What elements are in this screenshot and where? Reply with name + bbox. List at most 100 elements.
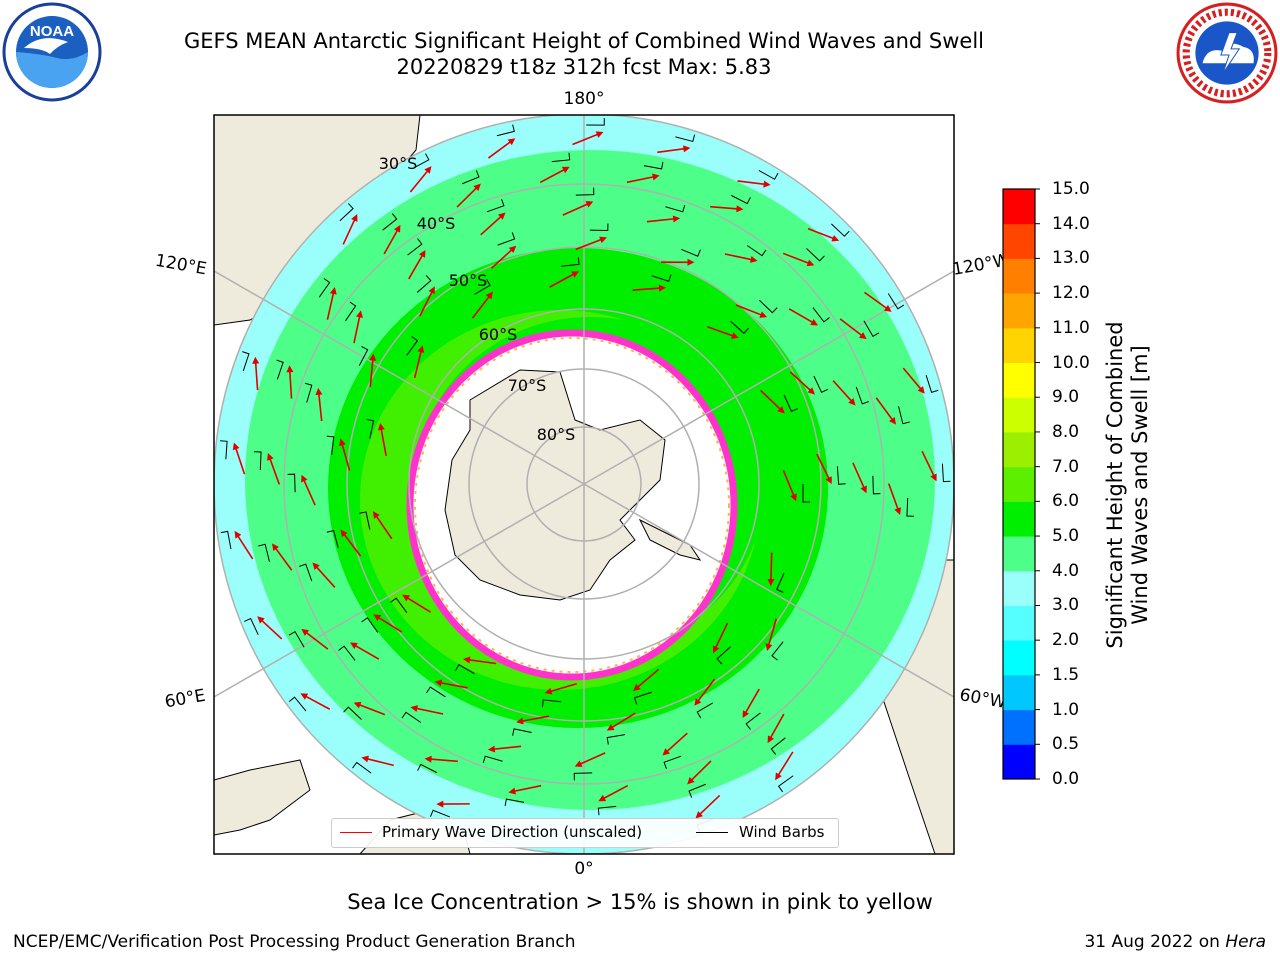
wave-direction-arrow — [304, 630, 329, 650]
colorbar-segment — [1003, 709, 1035, 745]
wind-barb — [663, 755, 682, 770]
wave-arrow-head — [508, 787, 516, 795]
wave-arrow-head — [759, 311, 768, 318]
wave-direction-arrow — [273, 546, 293, 571]
wave-direction-arrow — [487, 139, 513, 159]
wave-arrow-head — [462, 656, 471, 664]
wave-direction-arrow — [236, 533, 254, 560]
wave-direction-arrow — [254, 360, 259, 391]
wind-barb — [298, 563, 313, 582]
lat-label-30: 30°S — [379, 154, 418, 173]
wave-direction-arrow — [632, 287, 663, 291]
wave-arrow-head — [369, 353, 377, 361]
footer-date: 31 Aug 2022 on Hera — [1084, 932, 1266, 952]
wind-barb — [855, 386, 870, 405]
wave-direction-arrow — [466, 658, 497, 665]
wind-barb — [813, 375, 829, 393]
wave-arrow-head — [424, 166, 432, 174]
wave-arrow-head — [858, 332, 867, 340]
wave-arrow-head — [687, 776, 695, 785]
wave-arrow-head — [252, 356, 260, 364]
wind-barb — [898, 406, 910, 425]
wind-barb — [806, 248, 825, 262]
wave-direction-arrow — [646, 217, 677, 223]
wave-arrow-head — [257, 616, 265, 624]
wind-barb — [417, 763, 438, 774]
legend-wave-direction: Primary Wave Direction (unscaled) — [382, 823, 643, 841]
wave-arrow-head — [361, 755, 369, 763]
wind-barb — [573, 772, 593, 781]
wave-arrow-head — [402, 594, 411, 602]
wave-direction-arrow — [788, 308, 815, 325]
wind-barb — [770, 737, 786, 755]
wind-barb — [454, 663, 475, 675]
wave-arrow-head — [339, 438, 346, 447]
colorbar-tick-label: 6.0 — [1052, 491, 1080, 512]
colorbar-tick-label: 15.0 — [1052, 179, 1090, 199]
wave-direction-arrow — [735, 304, 764, 317]
wave-arrow-head — [825, 476, 832, 485]
wave-arrow-head — [712, 645, 720, 654]
wind-barb — [680, 248, 701, 257]
wind-barb — [504, 798, 525, 807]
wave-arrow-head — [694, 698, 702, 706]
wave-direction-arrow — [921, 450, 936, 479]
wave-arrow-head — [672, 215, 681, 223]
nws-logo — [1176, 2, 1278, 104]
wave-direction-arrow — [383, 227, 400, 255]
wave-arrow-head — [930, 473, 937, 482]
wave-direction-arrow — [428, 758, 458, 763]
wave-arrow-head — [731, 332, 739, 339]
colorbar-tick-label: 14.0 — [1052, 213, 1090, 234]
wave-direction-arrow — [539, 167, 567, 184]
lon-label-60w: 60°W — [958, 685, 1008, 713]
wave-direction-arrow — [480, 214, 504, 236]
wind-barb — [338, 645, 356, 661]
wind-barb — [589, 223, 609, 231]
wave-direction-arrow — [456, 185, 479, 208]
wave-direction-arrow — [864, 291, 889, 311]
colorbar-tick-label: 11.0 — [1052, 317, 1090, 338]
legend-wind-barbs: Wind Barbs — [739, 823, 825, 841]
wind-barb — [276, 359, 284, 380]
colorbar-segment — [1003, 327, 1035, 364]
wind-barb-swatch — [696, 832, 728, 833]
wave-direction-arrow — [601, 784, 629, 801]
wave-arrow-head — [848, 398, 856, 406]
wave-arrow-head — [373, 614, 382, 622]
wave-direction-arrow — [714, 622, 729, 650]
wind-barb — [258, 543, 270, 562]
wave-arrow-head — [860, 485, 867, 494]
wind-barb — [496, 124, 515, 137]
wind-barb — [345, 301, 357, 322]
wave-direction-arrow — [314, 564, 336, 588]
wind-barb — [696, 702, 714, 719]
wave-direction-arrow — [317, 391, 323, 422]
colorbar-tick-label: 1.0 — [1052, 699, 1080, 720]
wind-barb — [482, 755, 503, 764]
wave-arrow-head — [301, 628, 310, 636]
wave-arrow-head — [271, 543, 279, 552]
colorbar-segment — [1003, 466, 1035, 502]
wave-direction-arrow — [839, 318, 864, 338]
colorbar-segment — [1003, 674, 1035, 711]
colorbar-segment — [1003, 293, 1035, 329]
colorbar-segment — [1003, 431, 1035, 468]
wind-barb — [941, 463, 951, 483]
colorbar-tick-label: 13.0 — [1052, 248, 1090, 269]
wind-barb — [326, 529, 339, 549]
wave-direction-arrow — [234, 445, 246, 475]
wave-arrow-head — [683, 145, 691, 153]
wind-barb — [220, 530, 232, 550]
wave-arrow-head — [351, 214, 358, 222]
colorbar-segment — [1003, 189, 1035, 225]
wave-direction-arrow — [491, 247, 514, 269]
wave-arrow-head — [775, 772, 782, 781]
colorbar-tick-label: 7.0 — [1052, 456, 1080, 477]
colorbar-tick-label: 0.0 — [1052, 769, 1080, 789]
colorbar-tick-label: 2.0 — [1052, 630, 1080, 651]
colorbar-tick-label: 1.5 — [1052, 664, 1080, 685]
wind-barb — [812, 307, 830, 323]
wave-direction-arrow — [776, 751, 794, 778]
